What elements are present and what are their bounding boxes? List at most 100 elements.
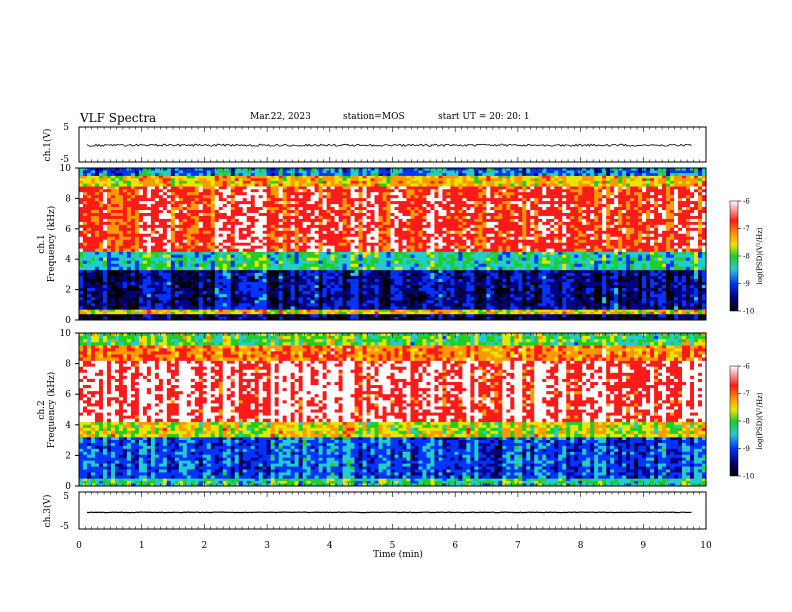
spectrogram-cell bbox=[338, 192, 343, 196]
spectrogram-cell bbox=[178, 245, 184, 249]
spectrogram-cell bbox=[270, 245, 275, 249]
spectrogram-cell bbox=[402, 204, 407, 208]
spectrogram-cell bbox=[450, 313, 455, 318]
spectrogram-cell bbox=[370, 269, 375, 274]
spectrogram-cell bbox=[438, 272, 443, 277]
spectrogram-cell bbox=[426, 186, 431, 190]
spectrogram-cell bbox=[358, 309, 363, 312]
spectrogram-cell bbox=[114, 297, 120, 301]
spectrogram-cell bbox=[242, 180, 248, 184]
spectrogram-cell bbox=[294, 242, 299, 246]
spectrogram-cell bbox=[102, 192, 108, 196]
spectrogram-cell bbox=[270, 316, 275, 320]
spectrogram-cell bbox=[418, 242, 423, 246]
spectrogram-cell bbox=[118, 233, 124, 238]
spectrogram-cell bbox=[446, 210, 451, 214]
spectrogram-cell bbox=[366, 300, 371, 304]
spectrogram-cell bbox=[186, 245, 192, 249]
spectrogram-cell bbox=[90, 260, 96, 265]
spectrogram-cell bbox=[426, 195, 431, 199]
spectrogram-cell bbox=[262, 251, 267, 255]
spectrogram-cell bbox=[454, 198, 459, 202]
spectrogram-cell bbox=[366, 192, 371, 196]
spectrogram-cell bbox=[234, 257, 240, 262]
spectrogram-cell bbox=[414, 175, 419, 179]
spectrogram-cell bbox=[310, 269, 315, 274]
spectrogram-cell bbox=[382, 221, 387, 226]
spectrogram-cell bbox=[382, 218, 387, 223]
spectrogram-cell bbox=[214, 306, 220, 310]
spectrogram-cell bbox=[422, 294, 427, 298]
spectrogram-cell bbox=[102, 263, 108, 268]
spectrogram-cell bbox=[418, 311, 423, 315]
spectrogram-cell bbox=[278, 227, 283, 232]
spectrogram-cell bbox=[178, 221, 184, 226]
spectrogram-cell bbox=[174, 269, 180, 274]
spectrogram-cell bbox=[146, 288, 152, 292]
spectrogram-cell bbox=[294, 257, 299, 262]
spectrogram-cell bbox=[362, 192, 367, 196]
spectrogram-cell bbox=[386, 204, 391, 208]
spectrogram-cell bbox=[186, 263, 192, 268]
spectrogram-cell bbox=[442, 294, 447, 298]
spectrogram-cell bbox=[194, 239, 200, 243]
spectrogram-cell bbox=[86, 173, 92, 176]
spectrogram-cell bbox=[162, 236, 168, 241]
spectrogram-cell bbox=[342, 303, 347, 307]
spectrogram-cell bbox=[318, 236, 323, 241]
spectrogram-cell bbox=[218, 173, 224, 176]
spectrogram-cell bbox=[414, 275, 419, 280]
spectrogram-cell bbox=[334, 168, 339, 171]
spectrogram-cell bbox=[214, 215, 220, 220]
spectrogram-cell bbox=[166, 207, 172, 211]
spectrogram-cell bbox=[338, 306, 343, 310]
spectrogram-cell bbox=[138, 272, 144, 277]
spectrogram-cell bbox=[442, 230, 447, 235]
spectrogram-cell bbox=[294, 245, 299, 249]
spectrogram-cell bbox=[138, 221, 144, 226]
spectrogram-cell bbox=[198, 278, 204, 283]
spectrogram-cell bbox=[282, 218, 287, 223]
spectrogram-cell bbox=[450, 303, 455, 307]
spectrogram-cell bbox=[362, 282, 367, 286]
spectrogram-cell bbox=[274, 251, 279, 255]
spectrogram-cell bbox=[362, 306, 367, 310]
spectrogram-cell bbox=[418, 195, 423, 199]
spectrogram-cell bbox=[194, 173, 200, 176]
spectrogram-cell bbox=[146, 278, 152, 283]
spectrogram-cell bbox=[450, 254, 455, 258]
spectrogram-cell bbox=[154, 195, 160, 199]
spectrogram-cell bbox=[266, 248, 271, 252]
spectrogram-cell bbox=[446, 309, 451, 312]
spectrogram-cell bbox=[118, 173, 124, 176]
spectrogram-cell bbox=[246, 180, 252, 184]
spectrogram-cell bbox=[410, 278, 415, 283]
spectrogram-cell bbox=[154, 236, 160, 241]
spectrogram-cell bbox=[158, 173, 164, 176]
spectrogram-cell bbox=[238, 239, 244, 243]
spectrogram-cell bbox=[138, 189, 144, 193]
spectrogram-cell bbox=[274, 266, 279, 271]
spectrogram-cell bbox=[438, 192, 443, 196]
spectrogram-cell bbox=[138, 212, 144, 217]
spectrogram-cell bbox=[322, 189, 327, 193]
spectrogram-cell bbox=[390, 266, 395, 271]
spectrogram-cell bbox=[142, 221, 148, 226]
spectrogram-cell bbox=[298, 201, 303, 205]
spectrogram-cell bbox=[234, 251, 240, 255]
spectrogram-cell bbox=[398, 210, 403, 214]
spectrogram-cell bbox=[106, 275, 112, 280]
spectrogram-cell bbox=[242, 186, 248, 190]
spectrogram-cell bbox=[298, 204, 303, 208]
spectrogram-cell bbox=[386, 233, 391, 238]
spectrogram-cell bbox=[106, 210, 112, 214]
spectrogram-cell bbox=[79, 297, 84, 301]
spectrogram-cell bbox=[322, 309, 327, 312]
spectrogram-cell bbox=[354, 257, 359, 262]
spectrogram-cell bbox=[422, 251, 427, 255]
spectrogram-cell bbox=[322, 275, 327, 280]
spectrogram-cell bbox=[174, 311, 180, 315]
spectrogram-cell bbox=[322, 186, 327, 190]
spectrogram-cell bbox=[370, 210, 375, 214]
spectrogram-cell bbox=[342, 278, 347, 283]
